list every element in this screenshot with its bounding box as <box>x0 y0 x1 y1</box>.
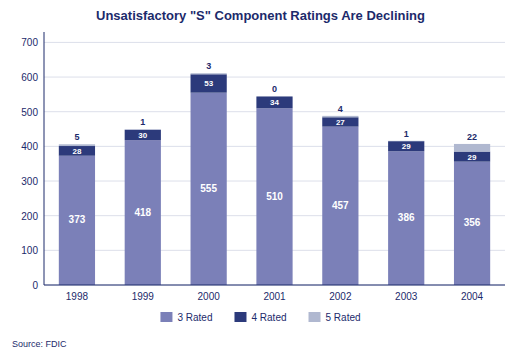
data-label: 373 <box>69 214 86 225</box>
x-tick-label: 2003 <box>395 291 418 302</box>
grid-line <box>44 77 505 78</box>
bar-segment <box>125 130 161 140</box>
legend-item: 5 Rated <box>309 312 361 323</box>
data-label: 29 <box>402 142 411 151</box>
y-axis-line <box>44 32 45 285</box>
legend-swatch <box>309 312 321 322</box>
chart: Unsatisfactory "S" Component Ratings Are… <box>0 0 521 357</box>
data-label: 1 <box>140 117 145 127</box>
bar-segment <box>388 141 424 151</box>
bar-segment <box>191 74 227 92</box>
data-label: 27 <box>336 118 345 127</box>
y-tick-label: 200 <box>21 211 38 222</box>
data-label: 1 <box>404 129 409 139</box>
legend: 3 Rated 4 Rated 5 Rated <box>160 312 360 323</box>
legend-label: 4 Rated <box>251 312 286 323</box>
x-tick-label: 1999 <box>132 291 155 302</box>
annotation: Source: FDIC <box>12 339 67 349</box>
bar-segment <box>256 96 292 97</box>
data-label: 4 <box>338 104 343 114</box>
legend-swatch <box>160 312 172 322</box>
data-label: 29 <box>468 153 477 162</box>
data-label: 555 <box>200 183 217 194</box>
bar-segment <box>454 162 490 285</box>
legend-item: 4 Rated <box>234 312 286 323</box>
bar-segment <box>59 156 95 285</box>
y-tick-label: 400 <box>21 141 38 152</box>
title: Unsatisfactory "S" Component Ratings Are… <box>96 8 425 23</box>
bar-segment <box>454 152 490 162</box>
data-label: 28 <box>72 147 81 156</box>
bar-segment <box>322 117 358 126</box>
data-label: 356 <box>464 217 481 228</box>
bar-segment <box>59 146 95 156</box>
y-tick-label: 700 <box>21 37 38 48</box>
data-label: 53 <box>204 79 213 88</box>
data-label: 510 <box>266 191 283 202</box>
x-axis-line <box>44 285 505 286</box>
y-tick-label: 600 <box>21 72 38 83</box>
data-label: 0 <box>272 84 277 94</box>
y-tick-label: 500 <box>21 107 38 118</box>
data-label: 30 <box>138 131 147 140</box>
grid-line <box>44 285 505 286</box>
x-tick-label: 1998 <box>66 291 89 302</box>
bar-segment <box>322 127 358 285</box>
legend-label: 5 Rated <box>326 312 361 323</box>
data-label: 3 <box>206 61 211 71</box>
bar-segment <box>454 144 490 152</box>
bar-segment <box>59 144 95 146</box>
x-tick-label: 2002 <box>329 291 352 302</box>
x-tick-label: 2000 <box>198 291 221 302</box>
data-label: 457 <box>332 200 349 211</box>
bar-segment <box>191 73 227 74</box>
grid-line <box>44 42 505 43</box>
legend-label: 3 Rated <box>177 312 212 323</box>
bar-segment <box>256 96 292 108</box>
y-tick-label: 0 <box>32 280 38 291</box>
legend-item: 3 Rated <box>160 312 212 323</box>
x-tick-label: 2004 <box>461 291 484 302</box>
x-tick-label: 2001 <box>263 291 286 302</box>
data-label: 418 <box>134 207 151 218</box>
legend-swatch <box>234 312 246 322</box>
data-label: 5 <box>74 132 79 142</box>
bar-segment <box>191 93 227 285</box>
data-label: 34 <box>270 98 279 107</box>
bars <box>59 73 490 285</box>
grid <box>44 42 505 285</box>
data-label: 22 <box>467 132 477 142</box>
data-label: 386 <box>398 212 415 223</box>
bar-segment <box>125 140 161 285</box>
y-tick-label: 300 <box>21 176 38 187</box>
y-tick-label: 100 <box>21 245 38 256</box>
bar-segment <box>256 108 292 285</box>
data-labels: 373 28 5 418 30 1 555 53 3 510 34 0 457 27 4 386 29 1 356 2… <box>69 61 481 228</box>
bar-segment <box>388 151 424 285</box>
